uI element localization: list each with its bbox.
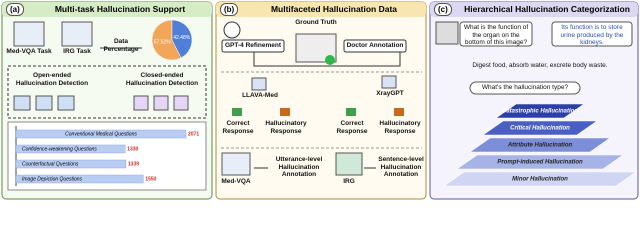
bar-category: Image Depiction Questions xyxy=(22,176,83,182)
answer: Its function is to store urine produced … xyxy=(560,24,624,46)
pie-caption: Data Percentage xyxy=(103,38,139,53)
bar-value: 2071 xyxy=(188,131,199,137)
pyramid-level xyxy=(469,137,611,153)
bar xyxy=(15,144,126,154)
pie-label: 42.48% xyxy=(173,35,191,41)
halluc-icon xyxy=(394,108,404,116)
level-label: Minor Hallucination xyxy=(512,177,568,183)
model-label: XrayGPT xyxy=(376,90,404,97)
irg-icon xyxy=(335,152,363,176)
dataset-label: IRG xyxy=(343,178,355,185)
level-label: Catastrophic Hallucination xyxy=(502,109,578,115)
task-label: Med-VQA Task xyxy=(6,48,52,55)
pyramid-level xyxy=(443,171,637,187)
dataset-label: Med-VQA xyxy=(221,178,251,185)
figure-graphics: 57.52%42.48% Conventional Medical Questio… xyxy=(1,1,639,200)
check-icon xyxy=(325,55,335,65)
xraygpt-icon xyxy=(381,75,397,89)
ask-pill xyxy=(469,81,581,95)
connector xyxy=(253,52,401,67)
panel-label: (b) xyxy=(220,3,239,16)
annotation-label: Sentence-level Hallucination Annotation xyxy=(378,156,424,178)
response-label: Correct Response xyxy=(222,120,254,135)
gpt-icon xyxy=(223,21,241,39)
level-label: Critical Hallucination xyxy=(510,126,570,132)
task-label: IRG Task xyxy=(63,48,91,55)
figure: 57.52% 42.48% Conventional Medical Questio… xyxy=(1,1,639,200)
med-vqa-icon xyxy=(13,21,45,47)
response-label: Hallucinatory Response xyxy=(379,120,421,135)
ask: What's the hallucination type? xyxy=(481,84,569,91)
step-label: GPT-4 Refinement xyxy=(225,42,281,49)
bar-category: Counterfactual Questions xyxy=(22,161,79,167)
pie-slice xyxy=(151,19,182,61)
panel-label: (c) xyxy=(434,3,452,16)
fact: Digest food, absorb water, excrete body … xyxy=(472,62,608,69)
panel-title: Multi-task Hallucination Support xyxy=(54,4,186,14)
irg-icon xyxy=(61,21,93,47)
icon xyxy=(57,95,75,111)
icon xyxy=(13,95,31,111)
gpt-box xyxy=(221,39,285,53)
question-box xyxy=(459,21,533,47)
panel-title: Hierarchical Hallucination Categorizatio… xyxy=(464,4,630,14)
icon xyxy=(133,95,149,111)
doctor-box xyxy=(343,39,407,53)
pyramid-level xyxy=(495,103,585,119)
panel-title: Multifaceted Hallucination Data xyxy=(270,4,398,14)
pyramid-level xyxy=(456,154,624,170)
panel-b-header xyxy=(216,2,426,17)
level-label: Attribute Hallucination xyxy=(507,143,573,149)
bar-category: Conventional Medical Questions xyxy=(65,131,137,137)
bar-category: Confidence-weakening Questions xyxy=(22,146,97,152)
model-label: LLAVA-Med xyxy=(242,92,278,99)
pyramid-level xyxy=(482,120,598,136)
correct-icon xyxy=(346,108,356,116)
pie-label: 57.52% xyxy=(154,40,172,46)
med-vqa-icon xyxy=(221,152,251,176)
icon xyxy=(153,95,169,111)
bar xyxy=(15,174,144,184)
bar-value: 1339 xyxy=(128,161,139,167)
image-icon xyxy=(435,21,459,45)
bar-value: 1330 xyxy=(127,146,138,152)
step-label: Doctor Annotation xyxy=(346,42,404,49)
correct-icon xyxy=(232,108,242,116)
response-label: Hallucinatory Response xyxy=(265,120,307,135)
level-label: Prompt-induced Hallucination xyxy=(497,160,583,166)
icon xyxy=(173,95,189,111)
halluc-icon xyxy=(280,108,290,116)
pie-slice xyxy=(171,19,193,59)
llava-icon xyxy=(251,77,267,91)
response-label: Correct Response xyxy=(336,120,368,135)
detection-label: Open-ended Hallucination Detection xyxy=(15,72,89,87)
answer-box xyxy=(551,21,633,47)
annotation-label: Utterance-level Hallucination Annotation xyxy=(275,156,323,178)
icon xyxy=(35,95,53,111)
question: What is the function of the organ on the… xyxy=(463,24,529,46)
detection-label: Closed-ended Hallucination Detection xyxy=(125,72,199,87)
panel-c-header xyxy=(430,2,638,17)
step-label: Ground Truth xyxy=(295,19,337,26)
panel-label: (a) xyxy=(6,3,24,16)
bar-value: 1550 xyxy=(145,176,156,182)
panel-a-header xyxy=(2,2,212,17)
bar xyxy=(15,129,187,139)
bar xyxy=(15,159,127,169)
